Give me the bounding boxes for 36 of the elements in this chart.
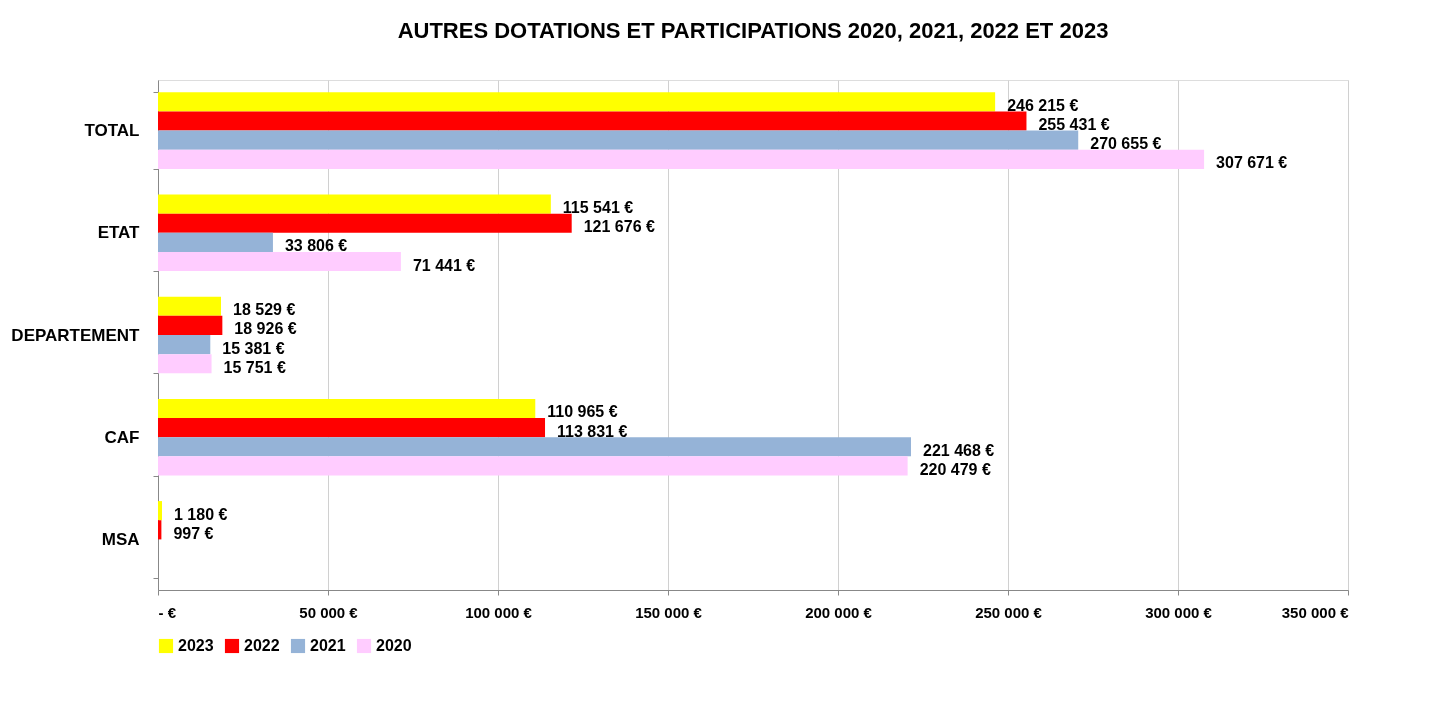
data-label: 115 541 € [562,199,634,217]
data-label: 270 655 € [1090,135,1162,153]
data-label: 110 965 € [547,403,618,421]
x-tick-label: 250 000 € [975,603,1043,621]
legend-label: 2021 [310,637,346,654]
x-tick-label: 50 000 € [299,603,359,621]
data-label: 246 215 € [1007,96,1079,114]
legend-label: 2023 [178,637,214,654]
data-label: 18 529 € [233,301,296,319]
data-label: 220 479 € [919,460,991,478]
data-label: 221 468 € [922,441,995,459]
data-label: 71 441 € [412,256,476,274]
data-label: 255 431 € [1038,116,1110,134]
y-tick-label: DEPARTEMENT [11,325,141,345]
data-label: 15 381 € [222,339,285,357]
legend-label: 2020 [376,637,412,654]
legend-label: 2022 [244,637,280,654]
x-tick-label: 100 000 € [465,603,533,621]
x-tick-label: 150 000 € [635,603,703,621]
x-tick-label: 300 000 € [1145,603,1213,621]
y-tick-label: TOTAL [84,121,140,141]
data-label: 1 180 € [174,505,228,523]
y-tick-label: MSA [101,529,140,549]
data-label: 997 € [173,524,214,542]
x-tick-label: - € [158,603,177,621]
data-label: 307 671 € [1216,154,1288,172]
y-tick-label: ETAT [97,223,141,243]
y-tick-label: CAF [104,427,140,447]
x-tick-label: 200 000 € [805,603,873,621]
data-label: 121 676 € [583,218,655,236]
data-label: 33 806 € [284,237,348,255]
chart-title: AUTRES DOTATIONS ET PARTICIPATIONS 2020, 2021, 2022 ET 2023 [397,18,1109,43]
data-label: 18 926 € [234,320,297,338]
data-label: 113 831 € [557,422,628,440]
x-tick-label: 350 000 € [1281,603,1350,621]
data-label: 15 751 € [223,358,286,376]
